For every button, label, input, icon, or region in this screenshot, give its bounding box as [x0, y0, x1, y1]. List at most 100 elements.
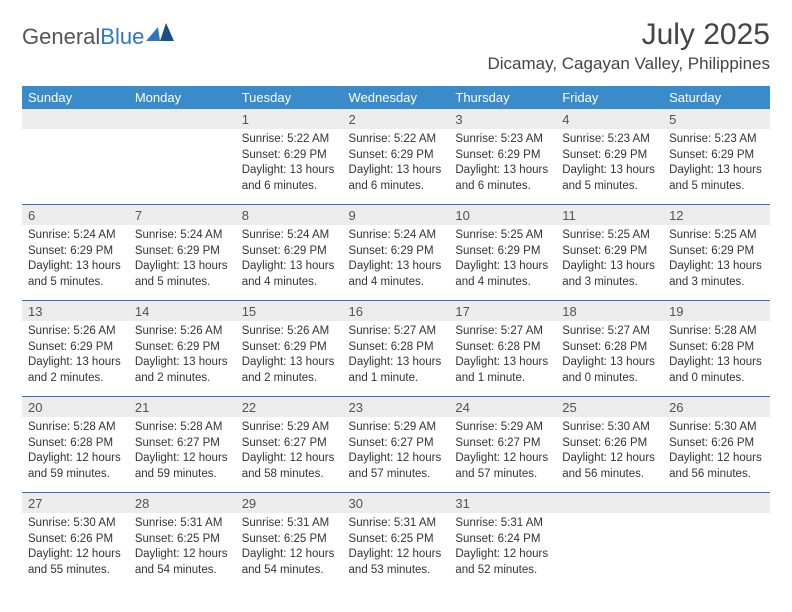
day-info-cell [556, 513, 663, 588]
info-row: Sunrise: 5:30 AMSunset: 6:26 PMDaylight:… [22, 513, 770, 588]
sunset-text: Sunset: 6:25 PM [135, 532, 230, 548]
calendar-page: GeneralBlue July 2025 Dicamay, Cagayan V… [0, 0, 792, 588]
day-number-cell: 1 [236, 109, 343, 129]
day-number-cell: 10 [449, 205, 556, 226]
day-number-cell: 5 [663, 109, 770, 129]
day-number-cell: 3 [449, 109, 556, 129]
day-info-cell: Sunrise: 5:22 AMSunset: 6:29 PMDaylight:… [236, 129, 343, 205]
logo-mark-icon [146, 23, 174, 41]
day-number-cell: 16 [343, 301, 450, 322]
sunset-text: Sunset: 6:29 PM [242, 340, 337, 356]
day-info-cell: Sunrise: 5:22 AMSunset: 6:29 PMDaylight:… [343, 129, 450, 205]
sunset-text: Sunset: 6:29 PM [455, 148, 550, 164]
daynum-row: 12345 [22, 109, 770, 129]
calendar-table: Sunday Monday Tuesday Wednesday Thursday… [22, 86, 770, 588]
daylight-text: Daylight: 13 hours and 1 minute. [455, 355, 550, 386]
sunrise-text: Sunrise: 5:28 AM [28, 420, 123, 436]
day-number-cell: 11 [556, 205, 663, 226]
sunrise-text: Sunrise: 5:30 AM [562, 420, 657, 436]
sunrise-text: Sunrise: 5:22 AM [242, 132, 337, 148]
sunrise-text: Sunrise: 5:31 AM [135, 516, 230, 532]
sunrise-text: Sunrise: 5:29 AM [242, 420, 337, 436]
daylight-text: Daylight: 12 hours and 52 minutes. [455, 547, 550, 578]
daylight-text: Daylight: 13 hours and 4 minutes. [242, 259, 337, 290]
sunset-text: Sunset: 6:29 PM [349, 148, 444, 164]
sunrise-text: Sunrise: 5:27 AM [349, 324, 444, 340]
weekday-header: Wednesday [343, 86, 450, 109]
daylight-text: Daylight: 13 hours and 6 minutes. [242, 163, 337, 194]
day-info-cell: Sunrise: 5:29 AMSunset: 6:27 PMDaylight:… [343, 417, 450, 493]
day-info-cell: Sunrise: 5:31 AMSunset: 6:25 PMDaylight:… [236, 513, 343, 588]
sunset-text: Sunset: 6:28 PM [349, 340, 444, 356]
daynum-row: 13141516171819 [22, 301, 770, 322]
sunrise-text: Sunrise: 5:27 AM [562, 324, 657, 340]
day-number-cell [129, 109, 236, 129]
sunrise-text: Sunrise: 5:31 AM [349, 516, 444, 532]
daylight-text: Daylight: 12 hours and 57 minutes. [349, 451, 444, 482]
day-info-cell: Sunrise: 5:29 AMSunset: 6:27 PMDaylight:… [236, 417, 343, 493]
sunset-text: Sunset: 6:29 PM [135, 244, 230, 260]
day-number-cell: 7 [129, 205, 236, 226]
day-info-cell [129, 129, 236, 205]
day-info-cell: Sunrise: 5:25 AMSunset: 6:29 PMDaylight:… [663, 225, 770, 301]
day-info-cell: Sunrise: 5:24 AMSunset: 6:29 PMDaylight:… [129, 225, 236, 301]
weekday-header: Thursday [449, 86, 556, 109]
info-row: Sunrise: 5:28 AMSunset: 6:28 PMDaylight:… [22, 417, 770, 493]
weekday-header: Tuesday [236, 86, 343, 109]
day-info-cell: Sunrise: 5:31 AMSunset: 6:24 PMDaylight:… [449, 513, 556, 588]
sunset-text: Sunset: 6:29 PM [349, 244, 444, 260]
sunrise-text: Sunrise: 5:29 AM [455, 420, 550, 436]
sunrise-text: Sunrise: 5:31 AM [455, 516, 550, 532]
sunrise-text: Sunrise: 5:25 AM [455, 228, 550, 244]
daylight-text: Daylight: 13 hours and 0 minutes. [562, 355, 657, 386]
day-info-cell: Sunrise: 5:24 AMSunset: 6:29 PMDaylight:… [22, 225, 129, 301]
sunrise-text: Sunrise: 5:26 AM [28, 324, 123, 340]
sunrise-text: Sunrise: 5:25 AM [669, 228, 764, 244]
day-info-cell: Sunrise: 5:24 AMSunset: 6:29 PMDaylight:… [236, 225, 343, 301]
day-info-cell: Sunrise: 5:30 AMSunset: 6:26 PMDaylight:… [663, 417, 770, 493]
day-number-cell: 6 [22, 205, 129, 226]
daynum-row: 20212223242526 [22, 397, 770, 418]
info-row: Sunrise: 5:22 AMSunset: 6:29 PMDaylight:… [22, 129, 770, 205]
daylight-text: Daylight: 13 hours and 4 minutes. [349, 259, 444, 290]
sunset-text: Sunset: 6:27 PM [242, 436, 337, 452]
day-number-cell [663, 493, 770, 514]
daylight-text: Daylight: 13 hours and 6 minutes. [349, 163, 444, 194]
day-info-cell: Sunrise: 5:23 AMSunset: 6:29 PMDaylight:… [663, 129, 770, 205]
sunset-text: Sunset: 6:29 PM [135, 340, 230, 356]
sunrise-text: Sunrise: 5:24 AM [135, 228, 230, 244]
day-number-cell [22, 109, 129, 129]
day-number-cell: 26 [663, 397, 770, 418]
sunset-text: Sunset: 6:28 PM [28, 436, 123, 452]
day-number-cell: 24 [449, 397, 556, 418]
title-block: July 2025 Dicamay, Cagayan Valley, Phili… [487, 18, 770, 74]
sunset-text: Sunset: 6:27 PM [455, 436, 550, 452]
logo: GeneralBlue [22, 18, 174, 50]
day-number-cell: 23 [343, 397, 450, 418]
daylight-text: Daylight: 12 hours and 55 minutes. [28, 547, 123, 578]
day-info-cell: Sunrise: 5:31 AMSunset: 6:25 PMDaylight:… [343, 513, 450, 588]
sunrise-text: Sunrise: 5:29 AM [349, 420, 444, 436]
day-number-cell: 9 [343, 205, 450, 226]
daylight-text: Daylight: 12 hours and 56 minutes. [669, 451, 764, 482]
day-number-cell: 22 [236, 397, 343, 418]
daylight-text: Daylight: 12 hours and 58 minutes. [242, 451, 337, 482]
weekday-header: Friday [556, 86, 663, 109]
sunset-text: Sunset: 6:27 PM [135, 436, 230, 452]
day-number-cell: 31 [449, 493, 556, 514]
sunset-text: Sunset: 6:28 PM [669, 340, 764, 356]
day-number-cell: 4 [556, 109, 663, 129]
daylight-text: Daylight: 12 hours and 57 minutes. [455, 451, 550, 482]
sunset-text: Sunset: 6:29 PM [669, 244, 764, 260]
day-number-cell: 15 [236, 301, 343, 322]
daylight-text: Daylight: 13 hours and 1 minute. [349, 355, 444, 386]
sunrise-text: Sunrise: 5:23 AM [562, 132, 657, 148]
sunrise-text: Sunrise: 5:23 AM [455, 132, 550, 148]
day-info-cell: Sunrise: 5:25 AMSunset: 6:29 PMDaylight:… [556, 225, 663, 301]
day-info-cell: Sunrise: 5:27 AMSunset: 6:28 PMDaylight:… [343, 321, 450, 397]
daylight-text: Daylight: 13 hours and 2 minutes. [242, 355, 337, 386]
daylight-text: Daylight: 12 hours and 59 minutes. [28, 451, 123, 482]
sunset-text: Sunset: 6:29 PM [242, 148, 337, 164]
daylight-text: Daylight: 13 hours and 2 minutes. [28, 355, 123, 386]
daylight-text: Daylight: 13 hours and 3 minutes. [562, 259, 657, 290]
